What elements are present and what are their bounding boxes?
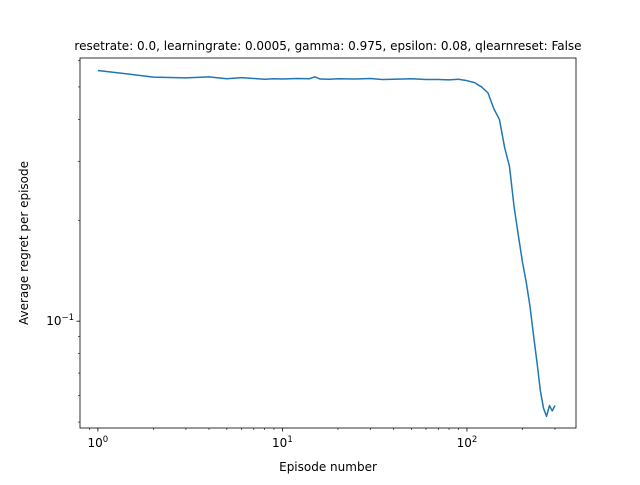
x-tick-label: 102 [457, 435, 478, 450]
x-tick-label: 101 [272, 435, 293, 450]
y-axis-label: Average regret per episode [17, 161, 31, 325]
x-axis-label: Episode number [279, 460, 377, 474]
plot-area: 100 101 102 10−1 [46, 58, 576, 450]
x-tick-label: 100 [88, 435, 109, 450]
series-line-0 [98, 70, 555, 416]
chart-title: resetrate: 0.0, learningrate: 0.0005, ga… [74, 39, 581, 53]
y-tick-label: 10−1 [46, 313, 74, 328]
plot-frame [80, 58, 576, 428]
